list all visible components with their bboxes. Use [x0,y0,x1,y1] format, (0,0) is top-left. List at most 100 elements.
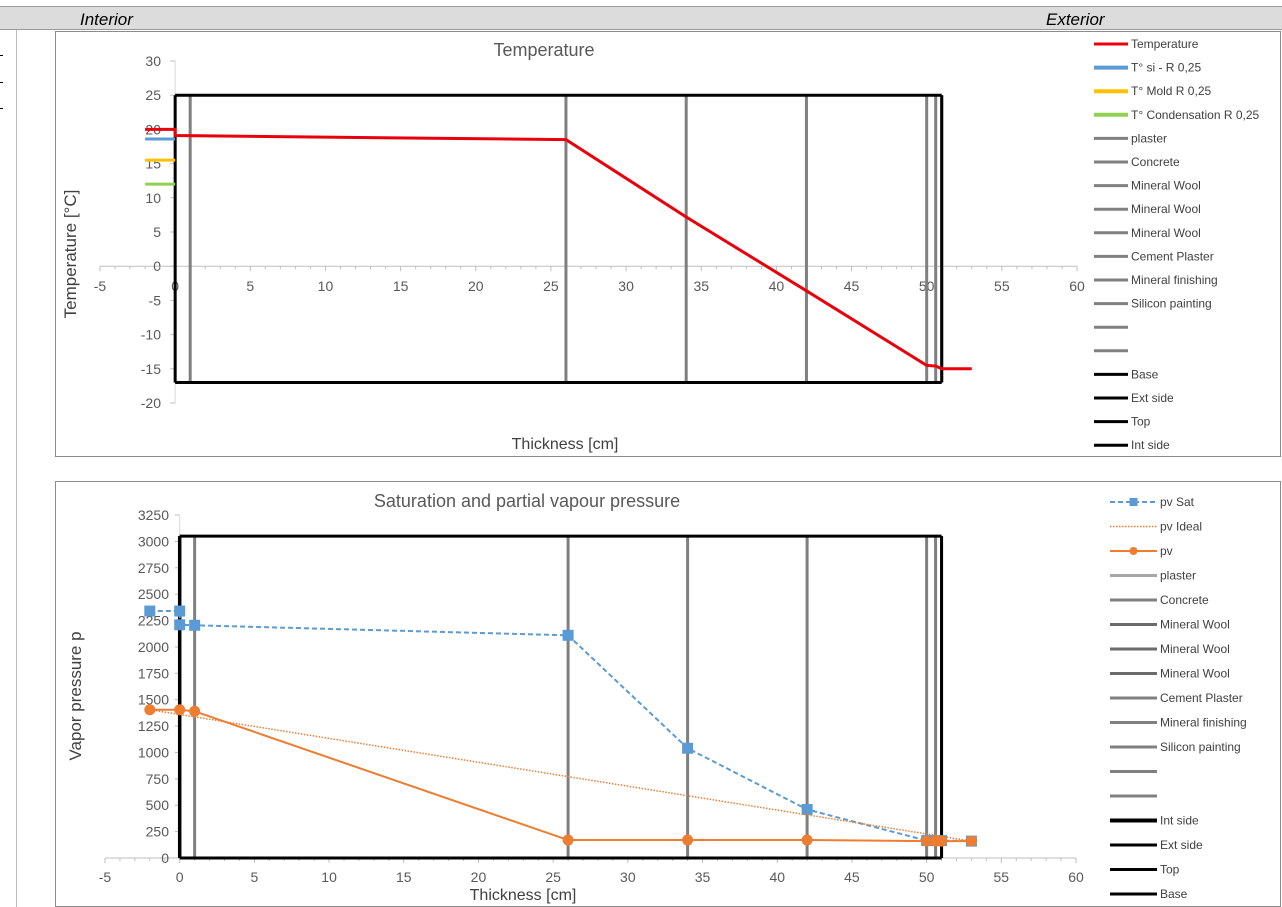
data-point-pv [921,835,933,847]
data-point-pv [189,705,201,717]
x-tick-label: 0 [176,869,184,885]
legend-label: Mineral finishing [1160,716,1247,730]
data-point-pv [801,834,813,846]
exterior-label: Exterior [1046,10,1105,29]
x-tick-label: 55 [994,278,1010,294]
data-point-pv-sat [144,605,156,617]
x-tick-label: 15 [396,869,412,885]
legend-marker [1129,547,1138,555]
x-tick-label: 5 [250,869,258,885]
chart-title: Temperature [493,40,594,60]
y-tick-label: 0 [153,258,161,274]
x-tick-label: 40 [769,278,785,294]
legend-label: Top [1131,415,1151,429]
data-point-pv-sat [189,619,201,631]
legend-label: Base [1131,367,1159,381]
x-tick-label: 60 [1069,278,1085,294]
y-tick-label: 5 [153,224,161,240]
x-tick-label: 35 [695,869,711,885]
data-point-pv-sat [682,742,694,754]
x-axis-title: Thickness [cm] [512,436,619,453]
legend-label: Mineral Wool [1160,667,1230,681]
legend-label: T° Mold R 0,25 [1131,84,1211,98]
y-tick-label: 25 [145,87,161,103]
y-tick-label: -10 [141,327,161,343]
x-tick-label: 5 [246,278,254,294]
legend-label: Ext side [1131,391,1174,405]
data-point-pv [562,834,574,846]
data-point-pv [144,704,156,716]
y-axis-title: Vapor pressure p [66,631,85,760]
legend-label: pv Ideal [1160,520,1202,534]
temperature-chart-svg: Temperature302520151050-5-10-15-20-50510… [61,37,1260,453]
vapour-pressure-chart-svg: Saturation and partial vapour pressure 32… [66,491,1247,904]
sheet-cell-mark [0,82,3,83]
series-line-pv-ideal [149,708,972,842]
legend-label: Mineral Wool [1160,618,1230,632]
y-tick-label: 1000 [138,744,169,760]
data-point-pv-sat [801,803,813,815]
legend-label: Base [1160,887,1188,901]
y-tick-label: 1250 [138,718,169,734]
legend-label: plaster [1160,569,1196,583]
legend-label: Mineral Wool [1160,642,1230,656]
data-point-pv-sat [174,605,186,617]
x-tick-label: 30 [620,869,636,885]
x-axis-title: Thickness [cm] [470,887,577,904]
legend-label: Mineral finishing [1131,273,1218,287]
data-point-pv [965,835,977,847]
data-point-pv [936,835,948,847]
x-tick-label: 10 [318,278,334,294]
sheet-cell-mark [0,108,3,109]
legend-label: pv Sat [1160,495,1195,509]
x-tick-label: 60 [1068,869,1084,885]
legend-label: Silicon painting [1131,297,1212,311]
y-tick-label: 500 [146,797,170,813]
legend-label: plaster [1131,131,1167,145]
legend-label: Cement Plaster [1160,691,1243,705]
x-tick-label: 45 [844,278,860,294]
series-line-temperature [145,127,972,371]
series-line-pv [149,708,972,843]
legend-label: Top [1160,863,1180,877]
x-tick-label: 45 [844,869,860,885]
temperature-chart[interactable]: Temperature302520151050-5-10-15-20-50510… [55,31,1281,457]
vapour-pressure-chart[interactable]: Saturation and partial vapour pressure 32… [55,481,1281,907]
legend-marker [1129,498,1138,506]
y-tick-label: 2750 [138,560,169,576]
y-tick-label: 30 [145,53,161,69]
y-tick-label: 15 [145,156,161,172]
y-tick-label: 2500 [138,586,169,602]
legend-label: Ext side [1160,838,1203,852]
series-line-pv-sat [149,610,972,843]
y-tick-label: 3250 [138,507,169,523]
data-point-pv [682,834,694,846]
y-tick-label: 10 [145,190,161,206]
legend-label: Concrete [1160,593,1209,607]
x-tick-label: 30 [618,278,634,294]
x-tick-label: -5 [94,278,107,294]
legend-label: T° Condensation R 0,25 [1131,108,1260,122]
legend-label: Mineral Wool [1131,202,1201,216]
y-tick-label: 1750 [138,665,169,681]
legend-label: Mineral Wool [1131,226,1201,240]
y-tick-label: -15 [141,361,161,377]
x-tick-label: 20 [471,869,487,885]
legend-label: T° si - R 0,25 [1131,61,1201,75]
data-point-pv [174,704,186,716]
legend-label: Temperature [1131,37,1199,51]
x-tick-label: 55 [994,869,1010,885]
x-tick-label: 15 [393,278,409,294]
data-point-pv-sat [174,619,186,631]
y-tick-label: 250 [146,824,170,840]
legend-label: Silicon painting [1160,740,1241,754]
data-point-pv-sat [562,629,574,641]
legend-label: Int side [1131,438,1170,452]
chart-title: Saturation and partial vapour pressure [374,491,680,511]
legend-label: Mineral Wool [1131,179,1201,193]
y-axis-title: Temperature [°C] [61,190,80,319]
sheet-gridline [16,30,17,907]
y-tick-label: 2000 [138,639,169,655]
y-tick-label: 3000 [138,533,169,549]
header-bar: Interior Exterior [0,6,1282,30]
